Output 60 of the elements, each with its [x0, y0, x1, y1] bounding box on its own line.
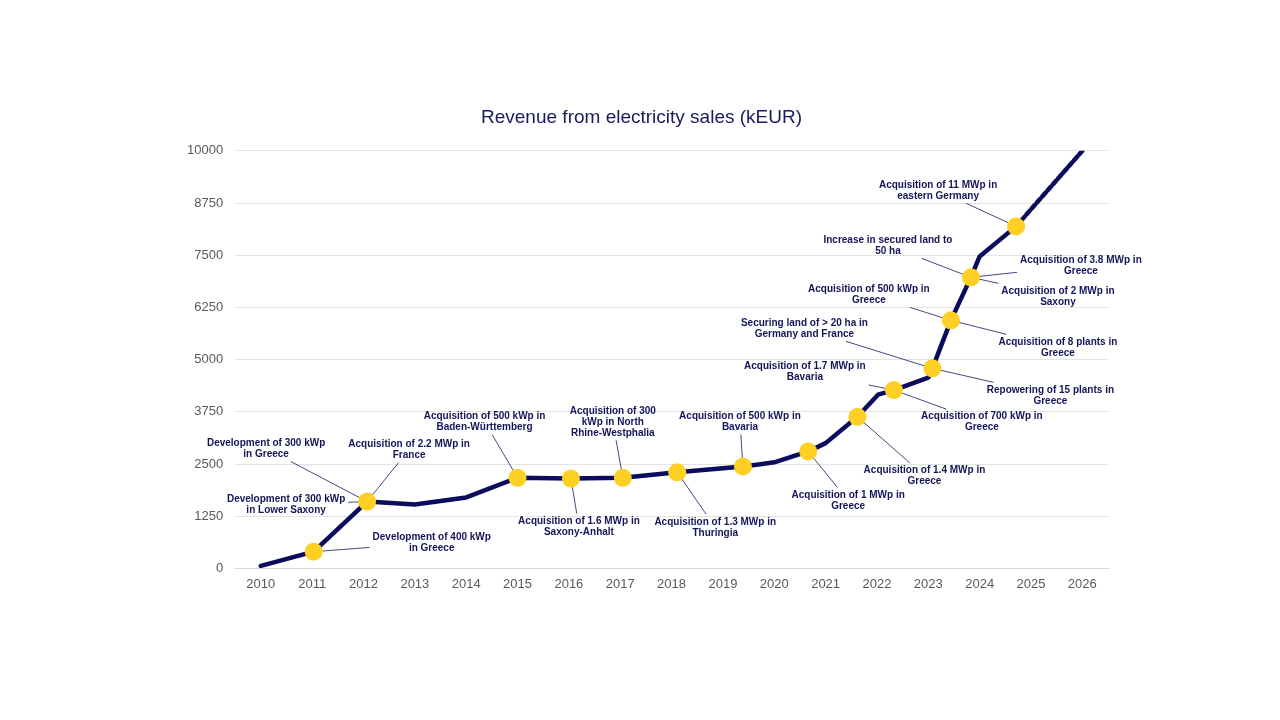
annotation: Acquisition of 2 MWp in Saxony: [1001, 284, 1115, 307]
point: [668, 463, 687, 482]
point: [613, 468, 632, 487]
annotation: Securing land of > 20 ha in Germany and France: [740, 316, 868, 339]
annotation: Development of 400 kWp in Greece: [372, 530, 491, 553]
annotation: Acquisition of 1 MWp in Greece: [791, 488, 905, 511]
point: [508, 468, 527, 487]
point: [848, 407, 867, 426]
annotation: Acquisition of 700 kWp in Greece: [921, 410, 1043, 433]
y-tick-label: 10000: [186, 142, 224, 158]
x-tick-label: 2015: [503, 575, 532, 591]
annotation: Acquisition of 8 plants in Greece: [998, 335, 1118, 358]
point: [884, 381, 903, 400]
annotation: Development of 300 kWp in Lower Saxony: [226, 492, 346, 515]
x-tick-label: 2021: [811, 575, 841, 591]
point: [561, 469, 580, 488]
annotation: Increase in secured land to 50 ha: [823, 233, 953, 256]
annotation: Acquisition of 11 MWp in eastern Germany: [878, 178, 998, 201]
x-tick-label: 2016: [554, 575, 584, 591]
point: [304, 542, 323, 561]
x-tick-label: 2010: [246, 575, 276, 591]
x-tick-label: 2012: [349, 575, 378, 591]
y-tick-label: 1250: [194, 507, 224, 523]
x-tick-label: 2026: [1067, 575, 1097, 591]
x-tick-label: 2013: [400, 575, 430, 591]
point: [961, 268, 980, 287]
annotation: Acquisition of 300 kWp in North Rhine-Westphalia: [569, 404, 657, 438]
x-tick-label: 2017: [605, 575, 635, 591]
y-tick-label: 7500: [194, 246, 224, 262]
y-tick-label: 6250: [194, 298, 224, 314]
y-tick-label: 3750: [194, 403, 224, 419]
point: [923, 359, 942, 378]
annotation: Acquisition of 500 kWp in Bavaria: [679, 409, 801, 432]
x-tick-label: 2023: [913, 575, 943, 591]
annotation: Acquisition of 1.7 MWp in Bavaria: [744, 360, 866, 383]
x-tick-label: 2014: [451, 575, 481, 591]
point: [799, 442, 818, 461]
annotation: Acquisition of 1.4 MWp in Greece: [863, 464, 986, 487]
point: [1007, 217, 1026, 236]
y-tick-label: 8750: [194, 194, 224, 210]
annotation: Acquisition of 500 kWp in Greece: [808, 282, 930, 305]
annotation: Acquisition of 2.2 MWp in France: [348, 437, 470, 460]
point: [358, 492, 377, 511]
x-tick-label: 2024: [965, 575, 995, 591]
x-tick-label: 2011: [298, 575, 327, 591]
y-tick-label: 0: [215, 559, 224, 575]
annotation: Acquisition of 500 kWp in Baden-Württemberg: [423, 410, 546, 433]
annotation: Acquisition of 1.3 MWp in Thuringia: [654, 515, 777, 538]
y-tick-label: 5000: [194, 351, 224, 367]
annotation: Acquisition of 1.6 MWp in Saxony-Anhalt: [518, 514, 640, 537]
chart-title: Revenue from electricity sales (kEUR): [481, 105, 802, 127]
x-tick-label: 2018: [657, 575, 687, 591]
x-tick-label: 2025: [1016, 575, 1046, 591]
point: [941, 311, 960, 330]
x-tick-label: 2022: [862, 575, 892, 591]
point: [733, 457, 752, 476]
x-tick-label: 2019: [708, 575, 738, 591]
annotation: Acquisition of 3.8 MWp in Greece: [1020, 253, 1142, 276]
x-tick-label: 2020: [759, 575, 789, 591]
annotation: Repowering of 15 plants in Greece: [986, 383, 1115, 406]
